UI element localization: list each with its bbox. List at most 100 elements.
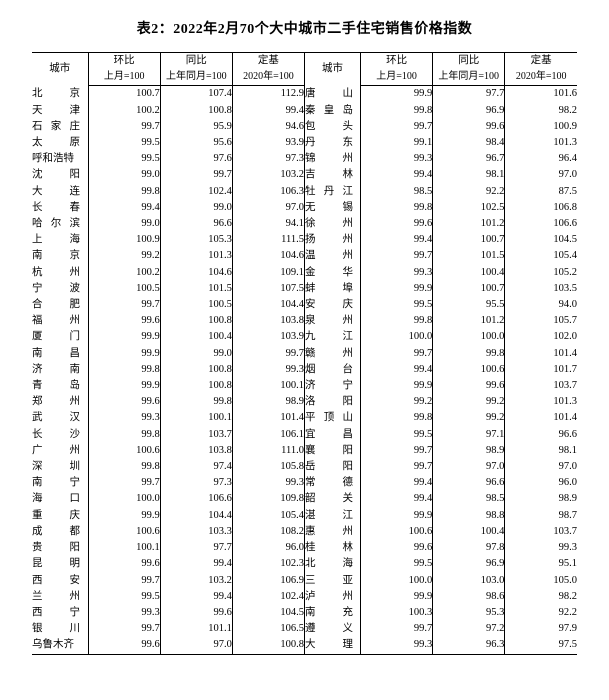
hdr-city-left: 城市 — [32, 53, 88, 86]
value-cell: 102.4 — [232, 589, 304, 605]
value-cell: 96.9 — [433, 556, 505, 572]
value-cell: 100.1 — [232, 378, 304, 394]
hdr-base-sub-left: 2020年=100 — [232, 69, 304, 86]
city-cell: 南宁 — [32, 475, 88, 491]
value-cell: 95.1 — [505, 556, 577, 572]
value-cell: 92.2 — [433, 184, 505, 200]
value-cell: 99.4 — [88, 200, 160, 216]
value-cell: 105.3 — [160, 232, 232, 248]
value-cell: 99.9 — [361, 589, 433, 605]
value-cell: 97.0 — [232, 200, 304, 216]
value-cell: 100.8 — [232, 637, 304, 654]
value-cell: 100.2 — [88, 265, 160, 281]
value-cell: 99.9 — [361, 378, 433, 394]
table-row: 长沙99.8103.7106.1宜昌99.597.196.6 — [32, 427, 577, 443]
table-row: 南宁99.797.399.3常德99.496.696.0 — [32, 475, 577, 491]
value-cell: 100.0 — [433, 329, 505, 345]
value-cell: 100.8 — [160, 362, 232, 378]
value-cell: 95.5 — [433, 297, 505, 313]
hdr-mom-sub-right: 上月=100 — [361, 69, 433, 86]
value-cell: 101.4 — [232, 410, 304, 426]
value-cell: 99.7 — [361, 346, 433, 362]
value-cell: 103.8 — [232, 313, 304, 329]
city-cell: 成都 — [32, 524, 88, 540]
value-cell: 101.3 — [505, 394, 577, 410]
city-cell: 厦门 — [32, 329, 88, 345]
table-row: 深圳99.897.4105.8岳阳99.797.097.0 — [32, 459, 577, 475]
city-cell: 北京 — [32, 86, 88, 103]
value-cell: 99.8 — [88, 427, 160, 443]
value-cell: 95.3 — [433, 605, 505, 621]
value-cell: 99.3 — [361, 637, 433, 654]
value-cell: 106.3 — [232, 184, 304, 200]
value-cell: 99.8 — [88, 184, 160, 200]
city-cell: 包头 — [304, 119, 360, 135]
city-cell: 西宁 — [32, 605, 88, 621]
hdr-yoy-sub-left: 上年同月=100 — [160, 69, 232, 86]
table-row: 武汉99.3100.1101.4平顶山99.899.2101.4 — [32, 410, 577, 426]
value-cell: 98.5 — [361, 184, 433, 200]
value-cell: 100.1 — [88, 540, 160, 556]
table-row: 厦门99.9100.4103.9九江100.0100.0102.0 — [32, 329, 577, 345]
value-cell: 100.4 — [160, 329, 232, 345]
value-cell: 97.1 — [433, 427, 505, 443]
value-cell: 99.7 — [88, 475, 160, 491]
table-row: 青岛99.9100.8100.1济宁99.999.6103.7 — [32, 378, 577, 394]
city-cell: 宜昌 — [304, 427, 360, 443]
city-cell: 郑州 — [32, 394, 88, 410]
city-cell: 海口 — [32, 491, 88, 507]
table-title: 表2：2022年2月70个大中城市二手住宅销售价格指数 — [32, 18, 577, 38]
city-cell: 平顶山 — [304, 410, 360, 426]
city-cell: 南充 — [304, 605, 360, 621]
value-cell: 100.7 — [433, 281, 505, 297]
value-cell: 107.4 — [160, 86, 232, 103]
city-cell: 济宁 — [304, 378, 360, 394]
value-cell: 104.5 — [505, 232, 577, 248]
table-row: 长春99.499.097.0无锡99.8102.5106.8 — [32, 200, 577, 216]
value-cell: 96.4 — [505, 151, 577, 167]
value-cell: 100.0 — [88, 491, 160, 507]
table-row: 哈尔滨99.096.694.1徐州99.6101.2106.6 — [32, 216, 577, 232]
value-cell: 99.9 — [88, 346, 160, 362]
city-cell: 烟台 — [304, 362, 360, 378]
value-cell: 104.5 — [232, 605, 304, 621]
value-cell: 99.9 — [361, 281, 433, 297]
value-cell: 101.2 — [433, 313, 505, 329]
value-cell: 99.7 — [88, 297, 160, 313]
city-cell: 贵阳 — [32, 540, 88, 556]
value-cell: 99.7 — [88, 621, 160, 637]
city-cell: 徐州 — [304, 216, 360, 232]
value-cell: 96.6 — [160, 216, 232, 232]
value-cell: 97.0 — [505, 459, 577, 475]
city-cell: 安庆 — [304, 297, 360, 313]
city-cell: 上海 — [32, 232, 88, 248]
value-cell: 99.7 — [232, 346, 304, 362]
value-cell: 106.1 — [232, 427, 304, 443]
table-row: 北京100.7107.4112.9唐山99.997.7101.6 — [32, 86, 577, 103]
value-cell: 92.2 — [505, 605, 577, 621]
value-cell: 99.4 — [361, 362, 433, 378]
city-cell: 济南 — [32, 362, 88, 378]
city-cell: 哈尔滨 — [32, 216, 88, 232]
value-cell: 103.8 — [160, 443, 232, 459]
value-cell: 106.5 — [232, 621, 304, 637]
value-cell: 99.3 — [361, 151, 433, 167]
city-cell: 兰州 — [32, 589, 88, 605]
city-cell: 丹东 — [304, 135, 360, 151]
value-cell: 98.8 — [433, 508, 505, 524]
city-cell: 泸州 — [304, 589, 360, 605]
value-cell: 99.5 — [361, 427, 433, 443]
hdr-yoy-sub-right: 上年同月=100 — [433, 69, 505, 86]
city-cell: 锦州 — [304, 151, 360, 167]
value-cell: 103.3 — [160, 524, 232, 540]
value-cell: 97.7 — [160, 540, 232, 556]
value-cell: 103.7 — [160, 427, 232, 443]
value-cell: 99.3 — [505, 540, 577, 556]
value-cell: 99.9 — [361, 508, 433, 524]
value-cell: 99.4 — [361, 167, 433, 183]
value-cell: 99.8 — [160, 394, 232, 410]
value-cell: 96.6 — [505, 427, 577, 443]
table-row: 福州99.6100.8103.8泉州99.8101.2105.7 — [32, 313, 577, 329]
value-cell: 100.0 — [361, 329, 433, 345]
city-cell: 惠州 — [304, 524, 360, 540]
